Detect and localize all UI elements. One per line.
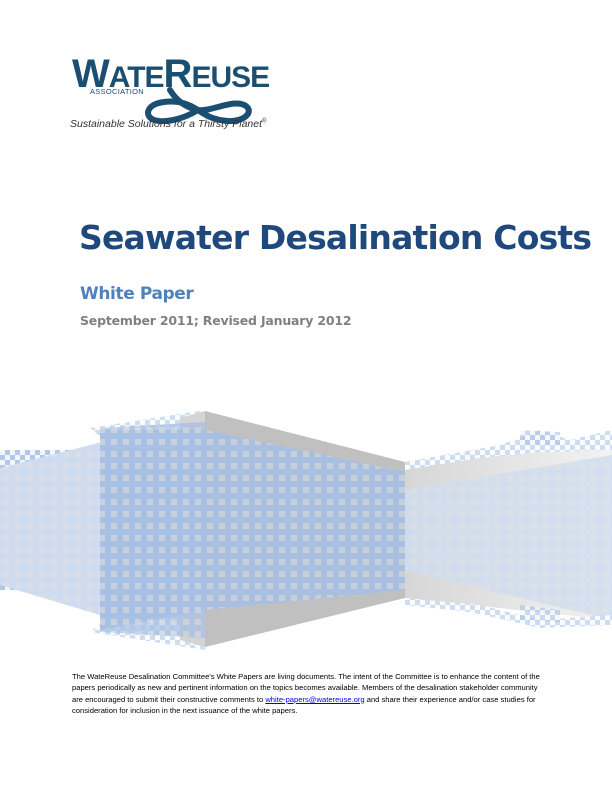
feedback-email-link[interactable]: white-papers@watereuse.org <box>265 694 365 704</box>
document-date: September 2011; Revised January 2012 <box>80 313 352 328</box>
document-subtitle: White Paper <box>80 284 194 304</box>
logo-tagline: Sustainable Solutions for a Thirsty Plan… <box>70 118 267 130</box>
document-title: Seawater Desalination Costs <box>79 218 592 257</box>
watereuse-logo: WATEREUSE ASSOCIATION <box>66 50 296 140</box>
infinity-loop-icon <box>145 87 252 124</box>
decorative-box-graphic <box>0 410 612 650</box>
living-document-note: The WateReuse Desalination Committee's W… <box>72 672 540 715</box>
logo-wordmark: WATEREUSE <box>72 52 270 96</box>
logo-association-label: ASSOCIATION <box>90 87 145 96</box>
